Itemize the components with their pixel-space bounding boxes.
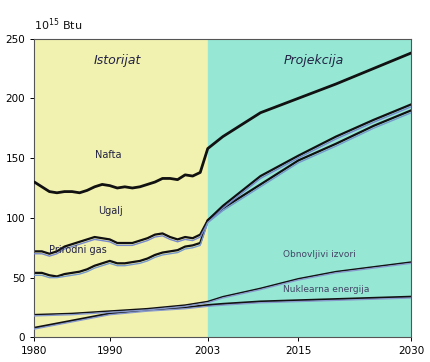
Text: Istorijat: Istorijat <box>94 54 141 67</box>
Text: $10^{15}$ Btu: $10^{15}$ Btu <box>34 16 83 33</box>
Text: Prirodni gas: Prirodni gas <box>49 245 107 254</box>
Text: Nafta: Nafta <box>95 150 121 160</box>
Text: Projekcija: Projekcija <box>283 54 344 67</box>
Text: Ugalj: Ugalj <box>98 206 123 216</box>
Bar <box>34 39 208 337</box>
Text: Obnovljivi izvori: Obnovljivi izvori <box>283 251 356 259</box>
Text: Nuklearna energija: Nuklearna energija <box>283 285 369 294</box>
Bar <box>208 39 412 337</box>
